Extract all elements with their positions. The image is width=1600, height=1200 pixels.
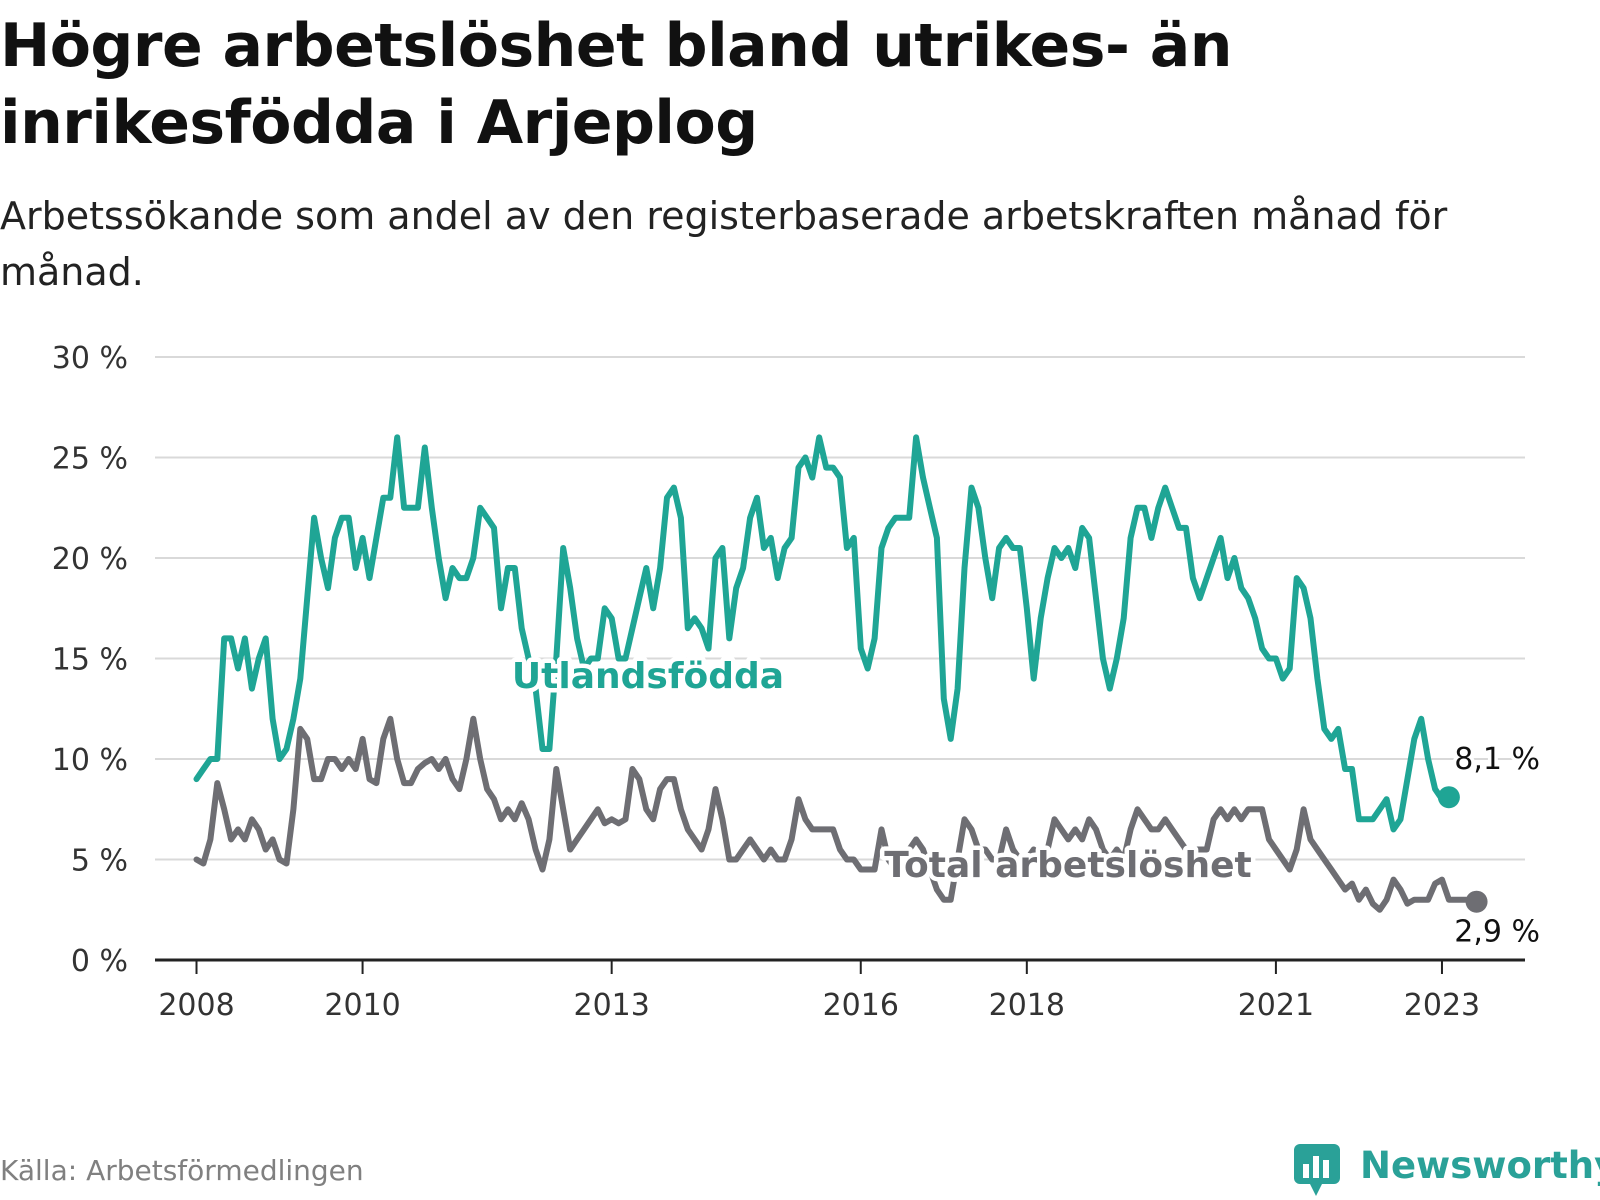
series-line-utlandsfodda bbox=[193, 434, 1452, 833]
y-tick-label: 30 % bbox=[52, 341, 128, 376]
chart-subtitle: Arbetssökande som andel av den registerb… bbox=[0, 194, 1448, 294]
y-tick-label: 10 % bbox=[52, 743, 128, 778]
y-tick-label: 0 % bbox=[71, 944, 128, 979]
chart-title: Högre arbetslöshet bland utrikes- än inr… bbox=[0, 11, 1232, 158]
newsworthy-icon bbox=[1294, 1144, 1340, 1196]
end-label-utlandsfodda: 8,1 % bbox=[1454, 742, 1540, 777]
x-tick-label: 2023 bbox=[1404, 988, 1480, 1023]
x-tick-label: 2013 bbox=[573, 988, 649, 1023]
y-tick-label: 15 % bbox=[52, 643, 128, 678]
y-tick-label: 25 % bbox=[52, 442, 128, 477]
source-note: Källa: Arbetsförmedlingen bbox=[0, 1154, 364, 1187]
end-point-utlandsfodda bbox=[1437, 786, 1460, 809]
line-chart: 0 % 5 % 10 % 15 % 20 % 25 % 30 % 2008 2010 2013 20… bbox=[51, 341, 1540, 1023]
x-tick-label: 2018 bbox=[989, 988, 1065, 1023]
x-tick-label: 2008 bbox=[158, 988, 234, 1023]
x-tick-label: 2016 bbox=[823, 988, 899, 1023]
series-line-total bbox=[193, 715, 1480, 913]
brand-name: Newsworthy bbox=[1360, 1144, 1600, 1187]
series-label-utlandsfodda: Utlandsfödda bbox=[512, 656, 784, 697]
end-label-total: 2,9 % bbox=[1454, 915, 1540, 950]
x-tick-label: 2021 bbox=[1238, 988, 1314, 1023]
end-point-total bbox=[1465, 890, 1488, 913]
series-label-total: Total arbetslöshet bbox=[884, 845, 1252, 886]
y-tick-label: 20 % bbox=[52, 542, 128, 577]
y-tick-label: 5 % bbox=[71, 844, 128, 879]
x-tick-label: 2010 bbox=[324, 988, 400, 1023]
